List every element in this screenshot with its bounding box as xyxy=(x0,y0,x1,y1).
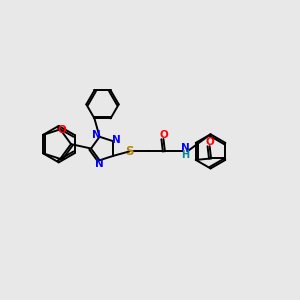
Text: S: S xyxy=(125,145,134,158)
Text: N: N xyxy=(92,130,101,140)
Text: N: N xyxy=(112,135,121,145)
Text: H: H xyxy=(181,150,189,160)
Text: O: O xyxy=(159,130,168,140)
Text: N: N xyxy=(181,143,189,153)
Text: O: O xyxy=(57,125,66,135)
Text: O: O xyxy=(205,137,214,147)
Text: N: N xyxy=(95,159,104,169)
